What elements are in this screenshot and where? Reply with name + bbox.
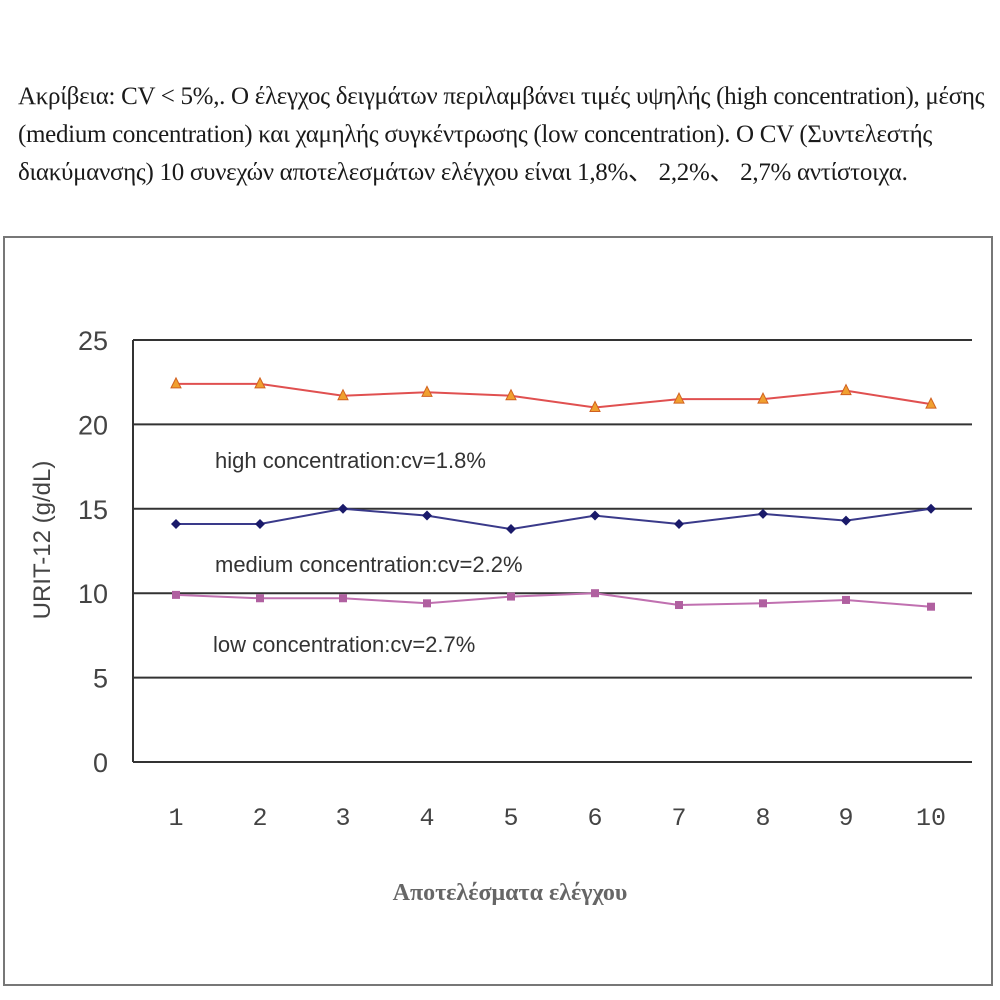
square-marker: [256, 594, 264, 603]
triangle-marker: [170, 376, 182, 389]
y-axis-label: URIT-12 (g/dL): [29, 461, 56, 620]
square-marker: [339, 594, 347, 603]
square-marker: [591, 589, 599, 598]
square-marker: [423, 599, 431, 608]
triangle-marker: [589, 400, 601, 413]
triangle-marker: [757, 391, 769, 404]
diamond-marker: [841, 515, 851, 526]
series-annotation: low concentration:cv=2.7%: [213, 632, 475, 657]
diamond-marker: [338, 503, 348, 514]
square-marker: [927, 602, 935, 611]
triangle-marker: [840, 383, 852, 396]
series-annotation: high concentration:cv=1.8%: [215, 448, 486, 473]
diamond-marker: [422, 510, 432, 521]
x-tick-label: 10: [916, 804, 946, 833]
chart-frame: [3, 236, 993, 986]
square-marker: [675, 601, 683, 610]
triangle-marker: [925, 397, 937, 409]
x-tick-label: 9: [838, 804, 853, 833]
x-tick-label: 5: [503, 804, 518, 833]
x-tick-label: 8: [755, 804, 770, 833]
square-marker: [507, 592, 515, 601]
diamond-marker: [674, 518, 684, 529]
y-tick-label: 5: [93, 664, 108, 694]
diamond-marker: [758, 508, 768, 519]
triangle-marker: [254, 376, 266, 389]
series-line-2: [175, 592, 932, 608]
x-tick-label: 6: [587, 804, 602, 833]
diamond-marker: [255, 518, 265, 529]
description-text: Ακρίβεια: CV < 5%,. Ο έλεγχος δειγμάτων …: [18, 83, 985, 186]
series-line-1: [176, 507, 932, 531]
triangle-marker: [421, 385, 433, 397]
x-tick-label: 2: [252, 804, 267, 833]
square-marker: [759, 599, 767, 608]
triangle-marker: [505, 388, 517, 401]
square-marker: [172, 590, 180, 599]
diamond-marker: [926, 503, 936, 514]
y-tick-label: 20: [78, 410, 108, 440]
x-axis-label: Αποτελέσματα ελέγχου: [393, 880, 628, 906]
y-tick-label: 10: [78, 579, 108, 609]
square-marker: [842, 595, 850, 604]
x-tick-label: 4: [419, 804, 434, 833]
x-tick-label: 1: [168, 804, 183, 833]
y-tick-label: 15: [78, 495, 108, 525]
series-line-0: [176, 382, 932, 409]
x-tick-label: 7: [671, 804, 686, 833]
triangle-marker: [673, 391, 685, 404]
x-tick-label: 3: [335, 804, 350, 833]
y-tick-label: 0: [93, 748, 108, 778]
diamond-marker: [506, 524, 516, 535]
triangle-marker: [337, 388, 349, 401]
diamond-marker: [171, 518, 181, 529]
diamond-marker: [590, 510, 600, 521]
series-annotation: medium concentration:cv=2.2%: [215, 552, 523, 577]
y-tick-label: 25: [78, 326, 108, 356]
